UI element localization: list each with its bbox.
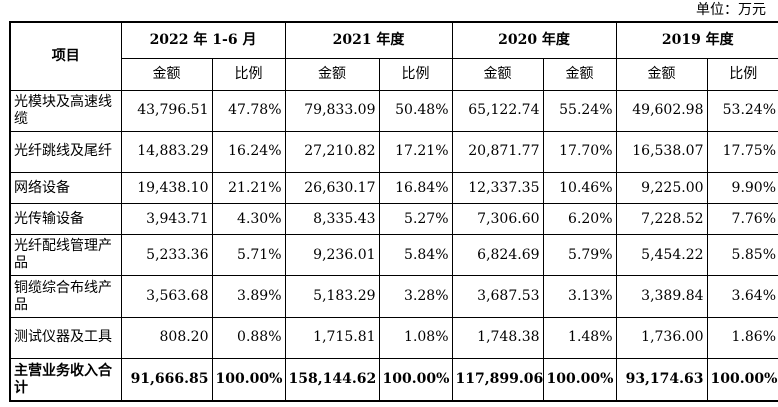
cell-ratio: 5.84% xyxy=(378,234,453,277)
table-row: 光传输设备 3,943.71 4.30% 8,335.43 5.27% 7,30… xyxy=(9,203,778,236)
header-sub-amount: 金额 xyxy=(542,57,617,91)
cell-ratio: 16.24% xyxy=(211,130,286,174)
total-ratio: 100.00% xyxy=(378,358,453,402)
total-label: 主营业务收入合计 xyxy=(9,358,122,402)
cell-ratio: 3.64% xyxy=(706,275,778,318)
cell-amount: 49,602.98 xyxy=(615,89,708,132)
row-name: 光模块及高速线缆 xyxy=(9,89,122,132)
cell-amount: 20,871.77 xyxy=(451,130,544,174)
cell-ratio: 47.78% xyxy=(211,89,286,132)
cell-amount: 16,538.07 xyxy=(615,130,708,174)
total-amount: 91,666.85 xyxy=(120,358,213,402)
cell-ratio: 7.76% xyxy=(706,203,778,236)
header-sub-amount: 金额 xyxy=(284,57,380,91)
total-ratio: 100.00% xyxy=(542,358,617,402)
cell-amount: 9,225.00 xyxy=(615,172,708,205)
cell-ratio: 5.71% xyxy=(211,234,286,277)
header-period-2021: 2021 年度 xyxy=(284,21,453,59)
cell-amount: 3,389.84 xyxy=(615,275,708,318)
header-period-2020: 2020 年度 xyxy=(451,21,617,59)
revenue-table: 项目 2022 年 1-6 月 2021 年度 2020 年度 2019 年度 … xyxy=(9,21,778,402)
cell-amount: 3,943.71 xyxy=(120,203,213,236)
row-name: 光纤配线管理产品 xyxy=(9,234,122,277)
cell-ratio: 3.89% xyxy=(211,275,286,318)
table-row: 网络设备 19,438.10 21.21% 26,630.17 16.84% 1… xyxy=(9,172,778,205)
cell-ratio: 3.28% xyxy=(378,275,453,318)
row-name: 铜缆综合布线产品 xyxy=(9,275,122,318)
header-sub-ratio: 比例 xyxy=(378,57,453,91)
cell-amount: 7,306.60 xyxy=(451,203,544,236)
cell-ratio: 3.13% xyxy=(542,275,617,318)
cell-amount: 3,687.53 xyxy=(451,275,544,318)
cell-ratio: 4.30% xyxy=(211,203,286,236)
cell-ratio: 5.27% xyxy=(378,203,453,236)
cell-ratio: 53.24% xyxy=(706,89,778,132)
cell-ratio: 5.79% xyxy=(542,234,617,277)
total-ratio: 100.00% xyxy=(706,358,778,402)
cell-amount: 3,563.68 xyxy=(120,275,213,318)
total-row: 主营业务收入合计 91,666.85 100.00% 158,144.62 10… xyxy=(9,358,778,402)
total-ratio: 100.00% xyxy=(211,358,286,402)
cell-amount: 1,748.38 xyxy=(451,316,544,360)
cell-ratio: 1.48% xyxy=(542,316,617,360)
total-amount: 158,144.62 xyxy=(284,358,380,402)
cell-amount: 9,236.01 xyxy=(284,234,380,277)
cell-amount: 43,796.51 xyxy=(120,89,213,132)
cell-amount: 6,824.69 xyxy=(451,234,544,277)
row-name: 光传输设备 xyxy=(9,203,122,236)
total-amount: 117,899.06 xyxy=(451,358,544,402)
header-period-2019: 2019 年度 xyxy=(615,21,778,59)
cell-amount: 8,335.43 xyxy=(284,203,380,236)
row-name: 光纤跳线及尾纤 xyxy=(9,130,122,174)
cell-amount: 5,454.22 xyxy=(615,234,708,277)
header-sub-amount: 金额 xyxy=(615,57,708,91)
header-sub-amount: 金额 xyxy=(120,57,213,91)
table-row: 测试仪器及工具 808.20 0.88% 1,715.81 1.08% 1,74… xyxy=(9,316,778,360)
cell-ratio: 6.20% xyxy=(542,203,617,236)
cell-ratio: 9.90% xyxy=(706,172,778,205)
cell-amount: 14,883.29 xyxy=(120,130,213,174)
cell-ratio: 17.21% xyxy=(378,130,453,174)
unit-label: 单位：万元 xyxy=(696,2,766,18)
cell-ratio: 1.86% xyxy=(706,316,778,360)
cell-amount: 1,715.81 xyxy=(284,316,380,360)
cell-ratio: 17.70% xyxy=(542,130,617,174)
cell-amount: 27,210.82 xyxy=(284,130,380,174)
header-period-2022h1: 2022 年 1-6 月 xyxy=(120,21,286,59)
table-row: 铜缆综合布线产品 3,563.68 3.89% 5,183.29 3.28% 3… xyxy=(9,275,778,318)
cell-amount: 79,833.09 xyxy=(284,89,380,132)
cell-amount: 5,183.29 xyxy=(284,275,380,318)
cell-ratio: 21.21% xyxy=(211,172,286,205)
cell-amount: 19,438.10 xyxy=(120,172,213,205)
cell-amount: 26,630.17 xyxy=(284,172,380,205)
cell-ratio: 1.08% xyxy=(378,316,453,360)
cell-amount: 1,736.00 xyxy=(615,316,708,360)
total-amount: 93,174.63 xyxy=(615,358,708,402)
cell-amount: 12,337.35 xyxy=(451,172,544,205)
cell-ratio: 5.85% xyxy=(706,234,778,277)
cell-ratio: 55.24% xyxy=(542,89,617,132)
table-row: 光模块及高速线缆 43,796.51 47.78% 79,833.09 50.4… xyxy=(9,89,778,132)
cell-amount: 65,122.74 xyxy=(451,89,544,132)
cell-amount: 7,228.52 xyxy=(615,203,708,236)
cell-ratio: 17.75% xyxy=(706,130,778,174)
header-sub-amount: 金额 xyxy=(451,57,544,91)
header-sub-ratio: 比例 xyxy=(706,57,778,91)
table-row: 光纤跳线及尾纤 14,883.29 16.24% 27,210.82 17.21… xyxy=(9,130,778,174)
cell-ratio: 16.84% xyxy=(378,172,453,205)
cell-amount: 808.20 xyxy=(120,316,213,360)
header-project: 项目 xyxy=(9,21,122,91)
table-row: 光纤配线管理产品 5,233.36 5.71% 9,236.01 5.84% 6… xyxy=(9,234,778,277)
row-name: 网络设备 xyxy=(9,172,122,205)
cell-ratio: 10.46% xyxy=(542,172,617,205)
row-name: 测试仪器及工具 xyxy=(9,316,122,360)
cell-ratio: 50.48% xyxy=(378,89,453,132)
header-sub-ratio: 比例 xyxy=(211,57,286,91)
cell-amount: 5,233.36 xyxy=(120,234,213,277)
cell-ratio: 0.88% xyxy=(211,316,286,360)
